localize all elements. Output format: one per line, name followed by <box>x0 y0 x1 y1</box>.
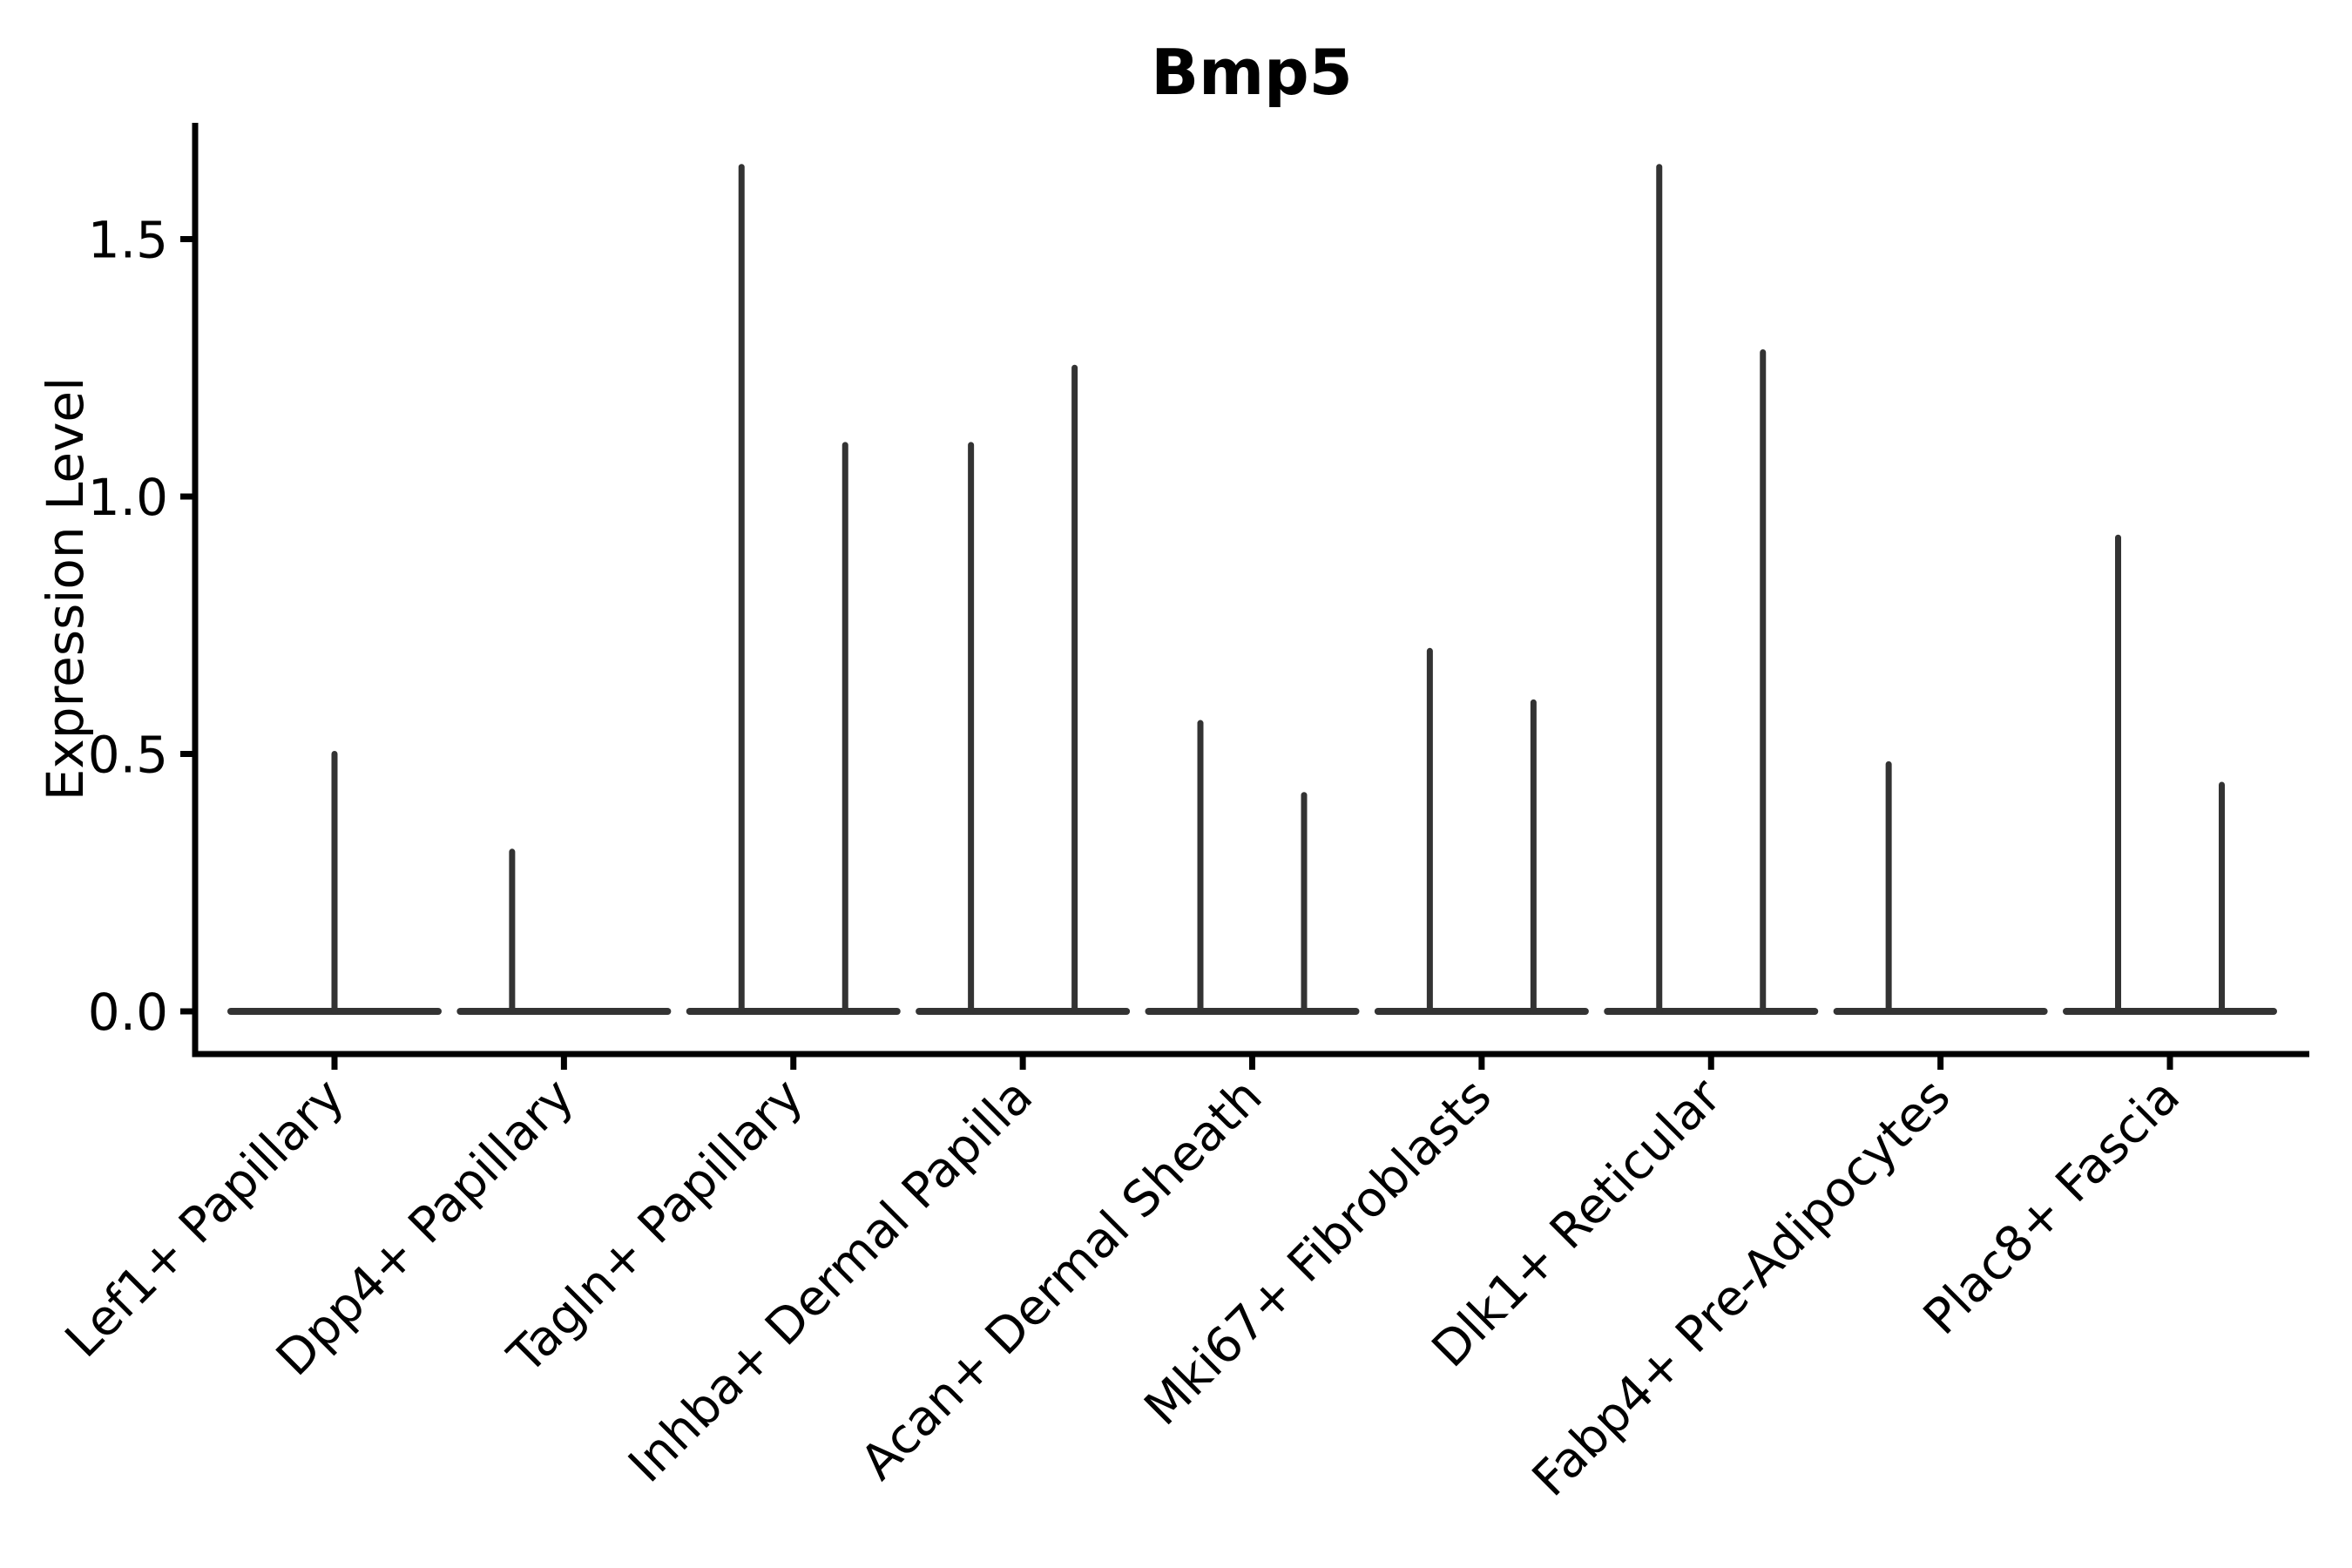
x-tick-label: Inhba+ Dermal Papilla <box>618 1068 1044 1494</box>
chart-title: Bmp5 <box>1151 36 1353 109</box>
y-axis-label: Expression Level <box>36 377 95 801</box>
x-tick-label: Acan+ Dermal Sheath <box>850 1068 1274 1491</box>
violins <box>227 164 2277 1015</box>
y-tick-label: 1.0 <box>88 468 168 527</box>
x-tick-label: Fabp4+ Pre-Adipocytes <box>1522 1068 1962 1508</box>
y-tick-label: 0.0 <box>88 983 168 1042</box>
y-tick-label: 1.5 <box>88 211 168 270</box>
y-ticks: 0.0 0.5 1.0 1.5 <box>88 211 195 1042</box>
y-tick-label: 0.5 <box>88 726 168 785</box>
